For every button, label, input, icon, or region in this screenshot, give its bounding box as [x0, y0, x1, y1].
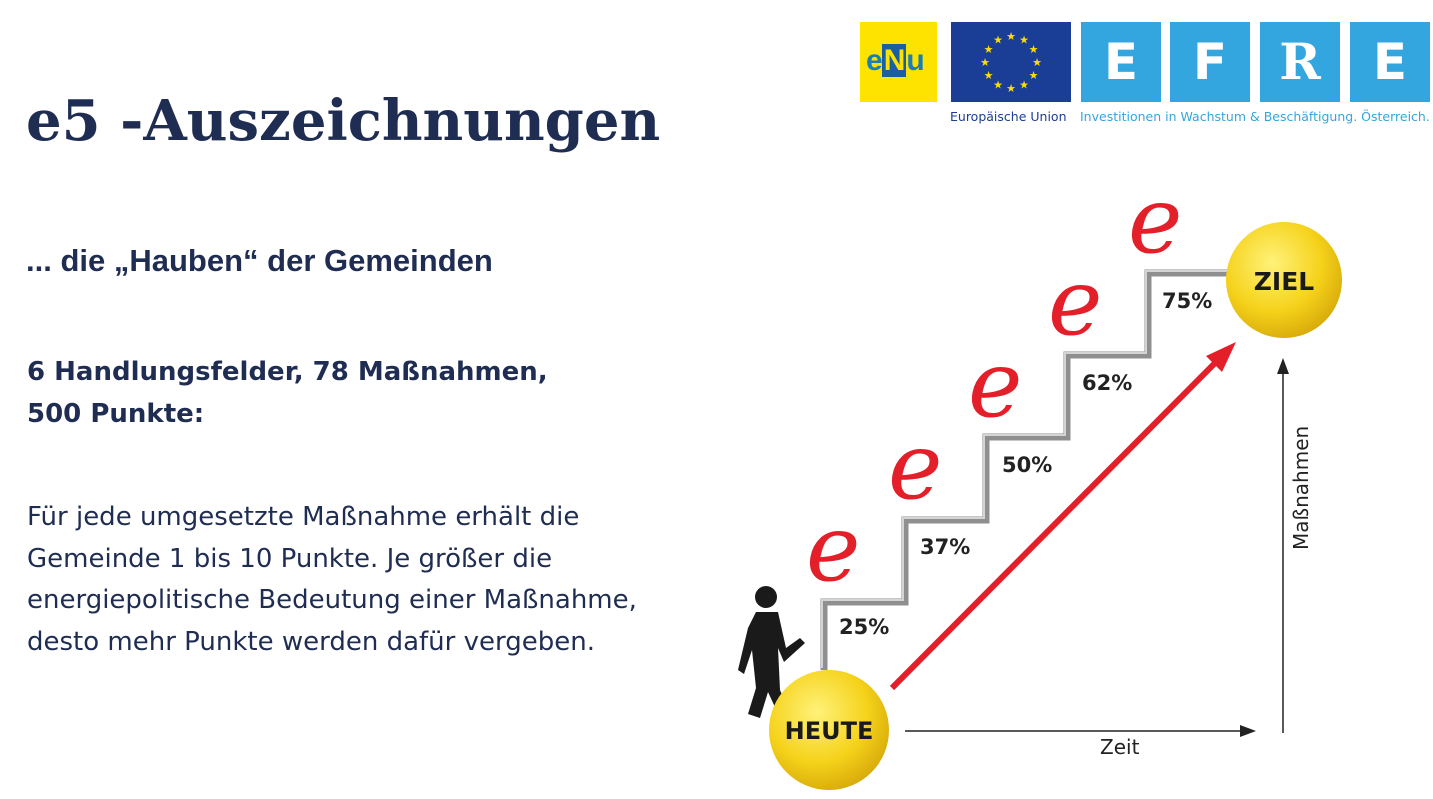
eu-star-icon: ★ — [984, 43, 994, 56]
eu-stars-icon: ★ ★★★★★★★★★★★ — [980, 30, 1042, 95]
start-label: HEUTE — [785, 717, 874, 745]
description-line: energiepolitische Bedeutung einer Maßnah… — [27, 585, 637, 615]
enu-logo-text: eNu — [866, 44, 925, 77]
enu-logo: eNu — [860, 22, 937, 102]
page-title: e5 -Auszeichnungen — [26, 88, 661, 154]
e-symbol: e — [1048, 249, 1102, 356]
description-line: Für jede umgesetzte Maßnahme erhält die — [27, 502, 580, 532]
efre-letter-f: F — [1170, 22, 1250, 102]
measures-axis-label: Maßnahmen — [1289, 426, 1313, 550]
eu-star-icon: ★ — [1029, 43, 1039, 56]
eu-star-icon: ★ — [1032, 56, 1042, 69]
efre-letter-e2: E — [1350, 22, 1430, 102]
measures-axis-arrow-icon — [1277, 358, 1289, 374]
eu-star-icon: ★ — [984, 69, 994, 82]
description-line: Gemeinde 1 bis 10 Punkte. Je größer die — [27, 543, 553, 574]
eu-flag-logo: ★ ★ ★ ★ ★ ★ ★ ★ ★ ★ ★ ★ — [951, 22, 1071, 102]
staircase-highlight — [821, 270, 1228, 668]
walking-person-icon — [738, 586, 805, 718]
time-axis-arrow-icon — [1240, 725, 1256, 737]
e-symbol: e — [968, 331, 1022, 438]
eu-star-icon: ★ — [993, 79, 1003, 92]
e-symbol: e — [888, 413, 942, 520]
step-label: 37% — [920, 535, 970, 559]
eu-star-icon: ★ — [1019, 34, 1029, 47]
efre-letter-r: R — [1260, 22, 1340, 102]
eu-caption: Europäische Union — [950, 109, 1067, 124]
eu-star-icon: ★ — [1019, 79, 1029, 92]
efre-letter-e1: E — [1081, 22, 1161, 102]
staircase-line — [820, 269, 1230, 670]
description-block: Für jede umgesetzte Maßnahme erhält die … — [27, 497, 637, 663]
efre-caption: Investitionen in Wachstum & Beschäftigun… — [1080, 109, 1430, 124]
start-circle — [769, 670, 889, 790]
eu-star-icon: ★ — [1029, 69, 1039, 82]
facts-line: 6 Handlungsfelder, 78 Maßnahmen, — [27, 357, 548, 387]
progress-arrow-head — [1206, 342, 1236, 372]
step-label: 75% — [1162, 289, 1212, 313]
step-label: 50% — [1002, 453, 1052, 477]
eu-star-icon: ★ — [993, 34, 1003, 47]
eu-star-icon: ★ — [1006, 30, 1016, 43]
step-label: 62% — [1082, 371, 1132, 395]
step-label: 25% — [839, 615, 889, 639]
subtitle: ... die „Hauben“ der Gemeinden — [26, 243, 493, 278]
goal-label: ZIEL — [1254, 267, 1315, 296]
e-symbol: e — [806, 495, 860, 602]
e-symbol: e — [1128, 167, 1182, 274]
goal-circle — [1226, 222, 1342, 338]
eu-star-icon: ★ — [1006, 82, 1016, 95]
description-line: desto mehr Punkte werden dafür vergeben. — [27, 626, 595, 657]
facts-line: 500 Punkte: — [27, 399, 205, 429]
eu-star-icon: ★ — [980, 56, 990, 69]
facts-block: 6 Handlungsfelder, 78 Maßnahmen, 500 Pun… — [27, 351, 548, 435]
time-axis-label: Zeit — [1100, 735, 1140, 759]
progress-arrow — [889, 357, 1221, 691]
